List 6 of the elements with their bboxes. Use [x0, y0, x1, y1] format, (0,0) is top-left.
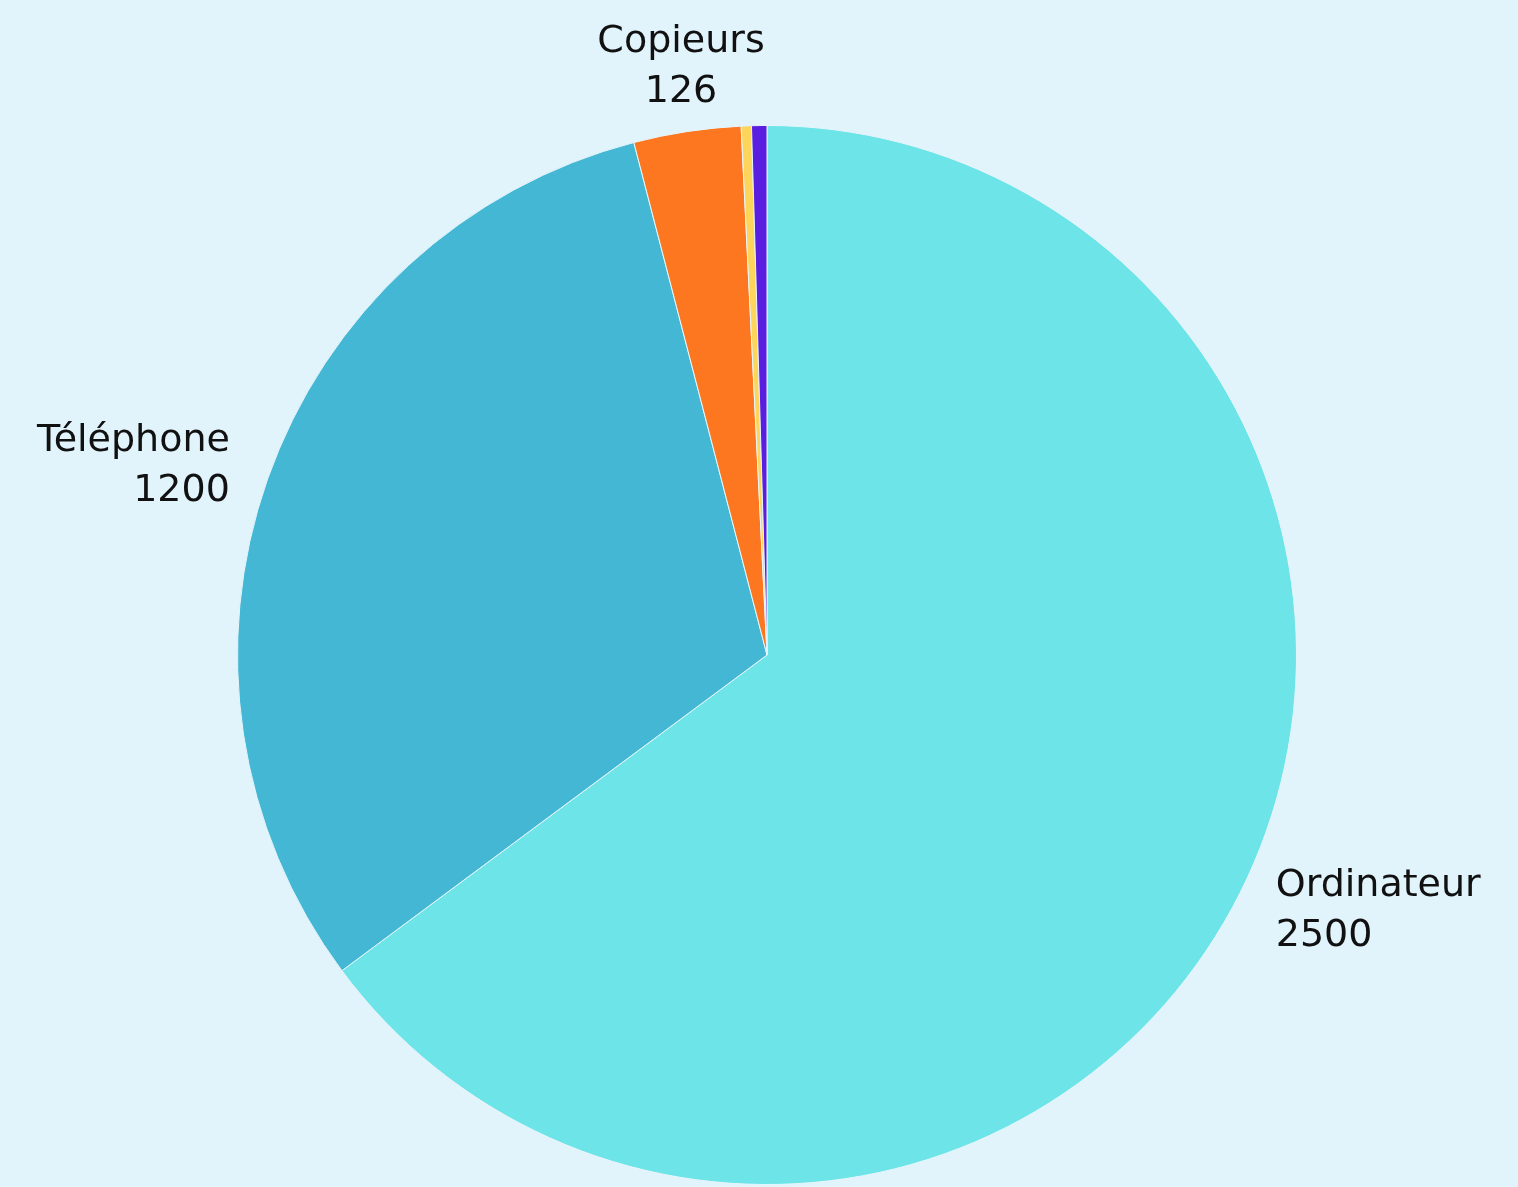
slice-label: Copieurs: [597, 16, 765, 61]
data-label: 2500: [1275, 910, 1373, 955]
slice-label: Téléphone: [35, 415, 230, 460]
data-label: 1200: [133, 465, 230, 510]
data-label: 126: [644, 66, 718, 111]
slice-label: Ordinateur: [1275, 860, 1482, 905]
